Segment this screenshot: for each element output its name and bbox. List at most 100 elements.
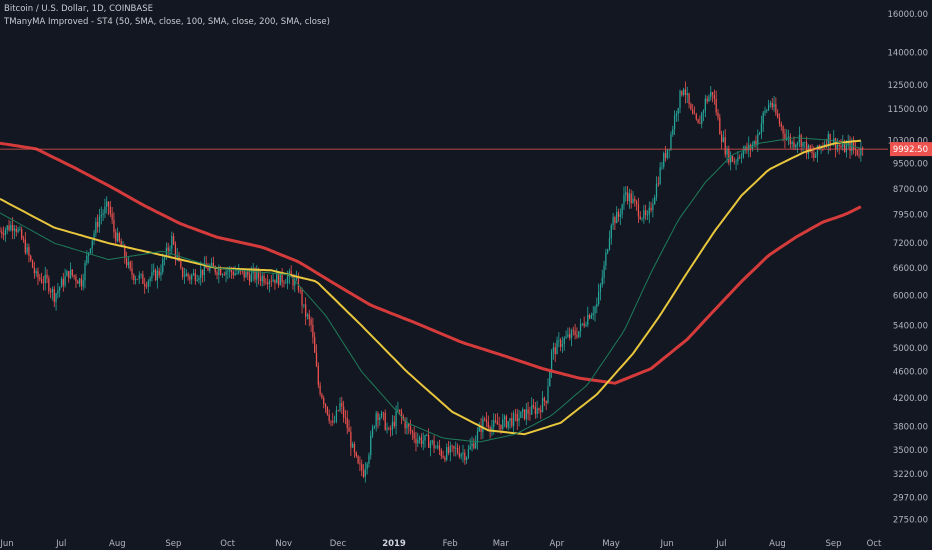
y-tick-label: 4600.00: [893, 368, 928, 378]
candle-body: [346, 417, 348, 428]
indicator-title[interactable]: TManyMA Improved - ST4 (50, SMA, close, …: [4, 17, 330, 27]
candle-body: [106, 201, 108, 207]
candle-body: [138, 275, 140, 280]
candle-body: [485, 419, 488, 422]
candle-body: [849, 142, 851, 151]
candle-body: [111, 213, 113, 220]
candle-body: [711, 92, 714, 95]
candle-body: [312, 324, 314, 338]
candle-body: [494, 420, 497, 422]
candle-body: [760, 123, 763, 134]
symbol-title[interactable]: Bitcoin / U.S. Dollar, 1D, COINBASE: [4, 4, 153, 14]
candle-body: [82, 280, 84, 287]
candle-body: [44, 274, 46, 283]
candle-body: [162, 259, 164, 273]
candle-body: [272, 279, 274, 282]
candle-body: [236, 273, 238, 274]
candle-body: [482, 418, 484, 432]
candle-body: [603, 265, 605, 278]
candle-body: [473, 443, 475, 449]
candle-body: [250, 273, 253, 282]
candle-body: [167, 247, 169, 251]
candle-body: [399, 409, 401, 412]
candle-body: [426, 435, 428, 436]
time-axis[interactable]: Jun Jul Aug Sep Oct Nov Dec 2019 Feb Mar Apr May Jun…: [0, 534, 932, 550]
candle-body: [626, 192, 629, 202]
candle-body: [704, 98, 706, 111]
candle-body: [585, 324, 587, 326]
candle-body: [227, 271, 229, 272]
candle-body: [628, 193, 631, 202]
candle-body: [503, 416, 506, 420]
candle-body: [424, 435, 426, 441]
candle-body: [355, 452, 357, 457]
price-axis[interactable]: 16000.00 14000.00 12500.00 11500.00 10300.00…: [887, 0, 932, 550]
candle-body: [267, 282, 269, 285]
candle-body: [666, 149, 668, 158]
candle-body: [86, 255, 88, 264]
y-tick-label: 8700.00: [893, 185, 928, 195]
candle-body: [505, 416, 508, 428]
candle-body: [845, 144, 848, 153]
candle-body: [50, 291, 52, 293]
candle-body: [359, 463, 361, 465]
candle-body: [755, 141, 757, 145]
y-tick-label: 9500.00: [893, 160, 928, 170]
candle-body: [715, 98, 717, 113]
candle-body: [89, 248, 92, 253]
x-tick-label: Jul: [55, 539, 66, 549]
candle-body: [299, 290, 301, 291]
y-tick-label: 2750.00: [893, 515, 928, 525]
candle-body: [684, 89, 687, 95]
candle-body: [435, 447, 437, 449]
candle-body: [214, 266, 216, 273]
candle-body: [46, 274, 48, 279]
candle-body: [489, 427, 491, 431]
candle-body: [512, 413, 515, 427]
candle-body: [507, 421, 509, 428]
candle-body: [780, 123, 782, 127]
candle-body: [664, 153, 667, 158]
candle-body: [592, 313, 594, 316]
candle-body: [630, 193, 632, 204]
candle-body: [525, 409, 527, 420]
x-tick-label: Nov: [275, 539, 292, 549]
candle-body: [350, 431, 352, 448]
candle-body: [69, 269, 72, 278]
last-price-badge: [890, 142, 932, 157]
candle-body: [440, 450, 442, 456]
candle-body: [131, 268, 133, 275]
candle-body: [78, 278, 81, 284]
candle-body: [654, 197, 656, 205]
candle-body: [192, 273, 195, 276]
candle-body: [305, 304, 307, 317]
candle-body: [793, 141, 795, 148]
candle-body: [686, 93, 688, 95]
candle-body: [335, 410, 338, 422]
candle-body: [637, 204, 640, 217]
candle-body: [151, 272, 153, 279]
candle-body: [270, 281, 272, 282]
candle-body: [737, 157, 739, 162]
candle-body: [688, 93, 690, 105]
candle-body: [10, 224, 12, 231]
candle-body: [437, 445, 439, 448]
candle-body: [379, 417, 381, 421]
candle-body: [328, 414, 330, 421]
candle-body: [144, 283, 146, 287]
candle-body: [460, 454, 462, 457]
price-axis-bg: [888, 0, 932, 550]
x-tick-label: Feb: [443, 539, 458, 549]
candle-body: [643, 210, 645, 219]
candle-body: [411, 431, 413, 433]
candle-body: [693, 113, 696, 115]
candle-body: [619, 214, 621, 217]
candle-body: [728, 149, 730, 163]
candle-body: [243, 270, 245, 278]
candle-body: [552, 347, 555, 352]
candle-body: [100, 214, 102, 217]
candle-body: [386, 428, 388, 430]
candle-body: [118, 233, 120, 242]
candle-body: [469, 446, 471, 450]
